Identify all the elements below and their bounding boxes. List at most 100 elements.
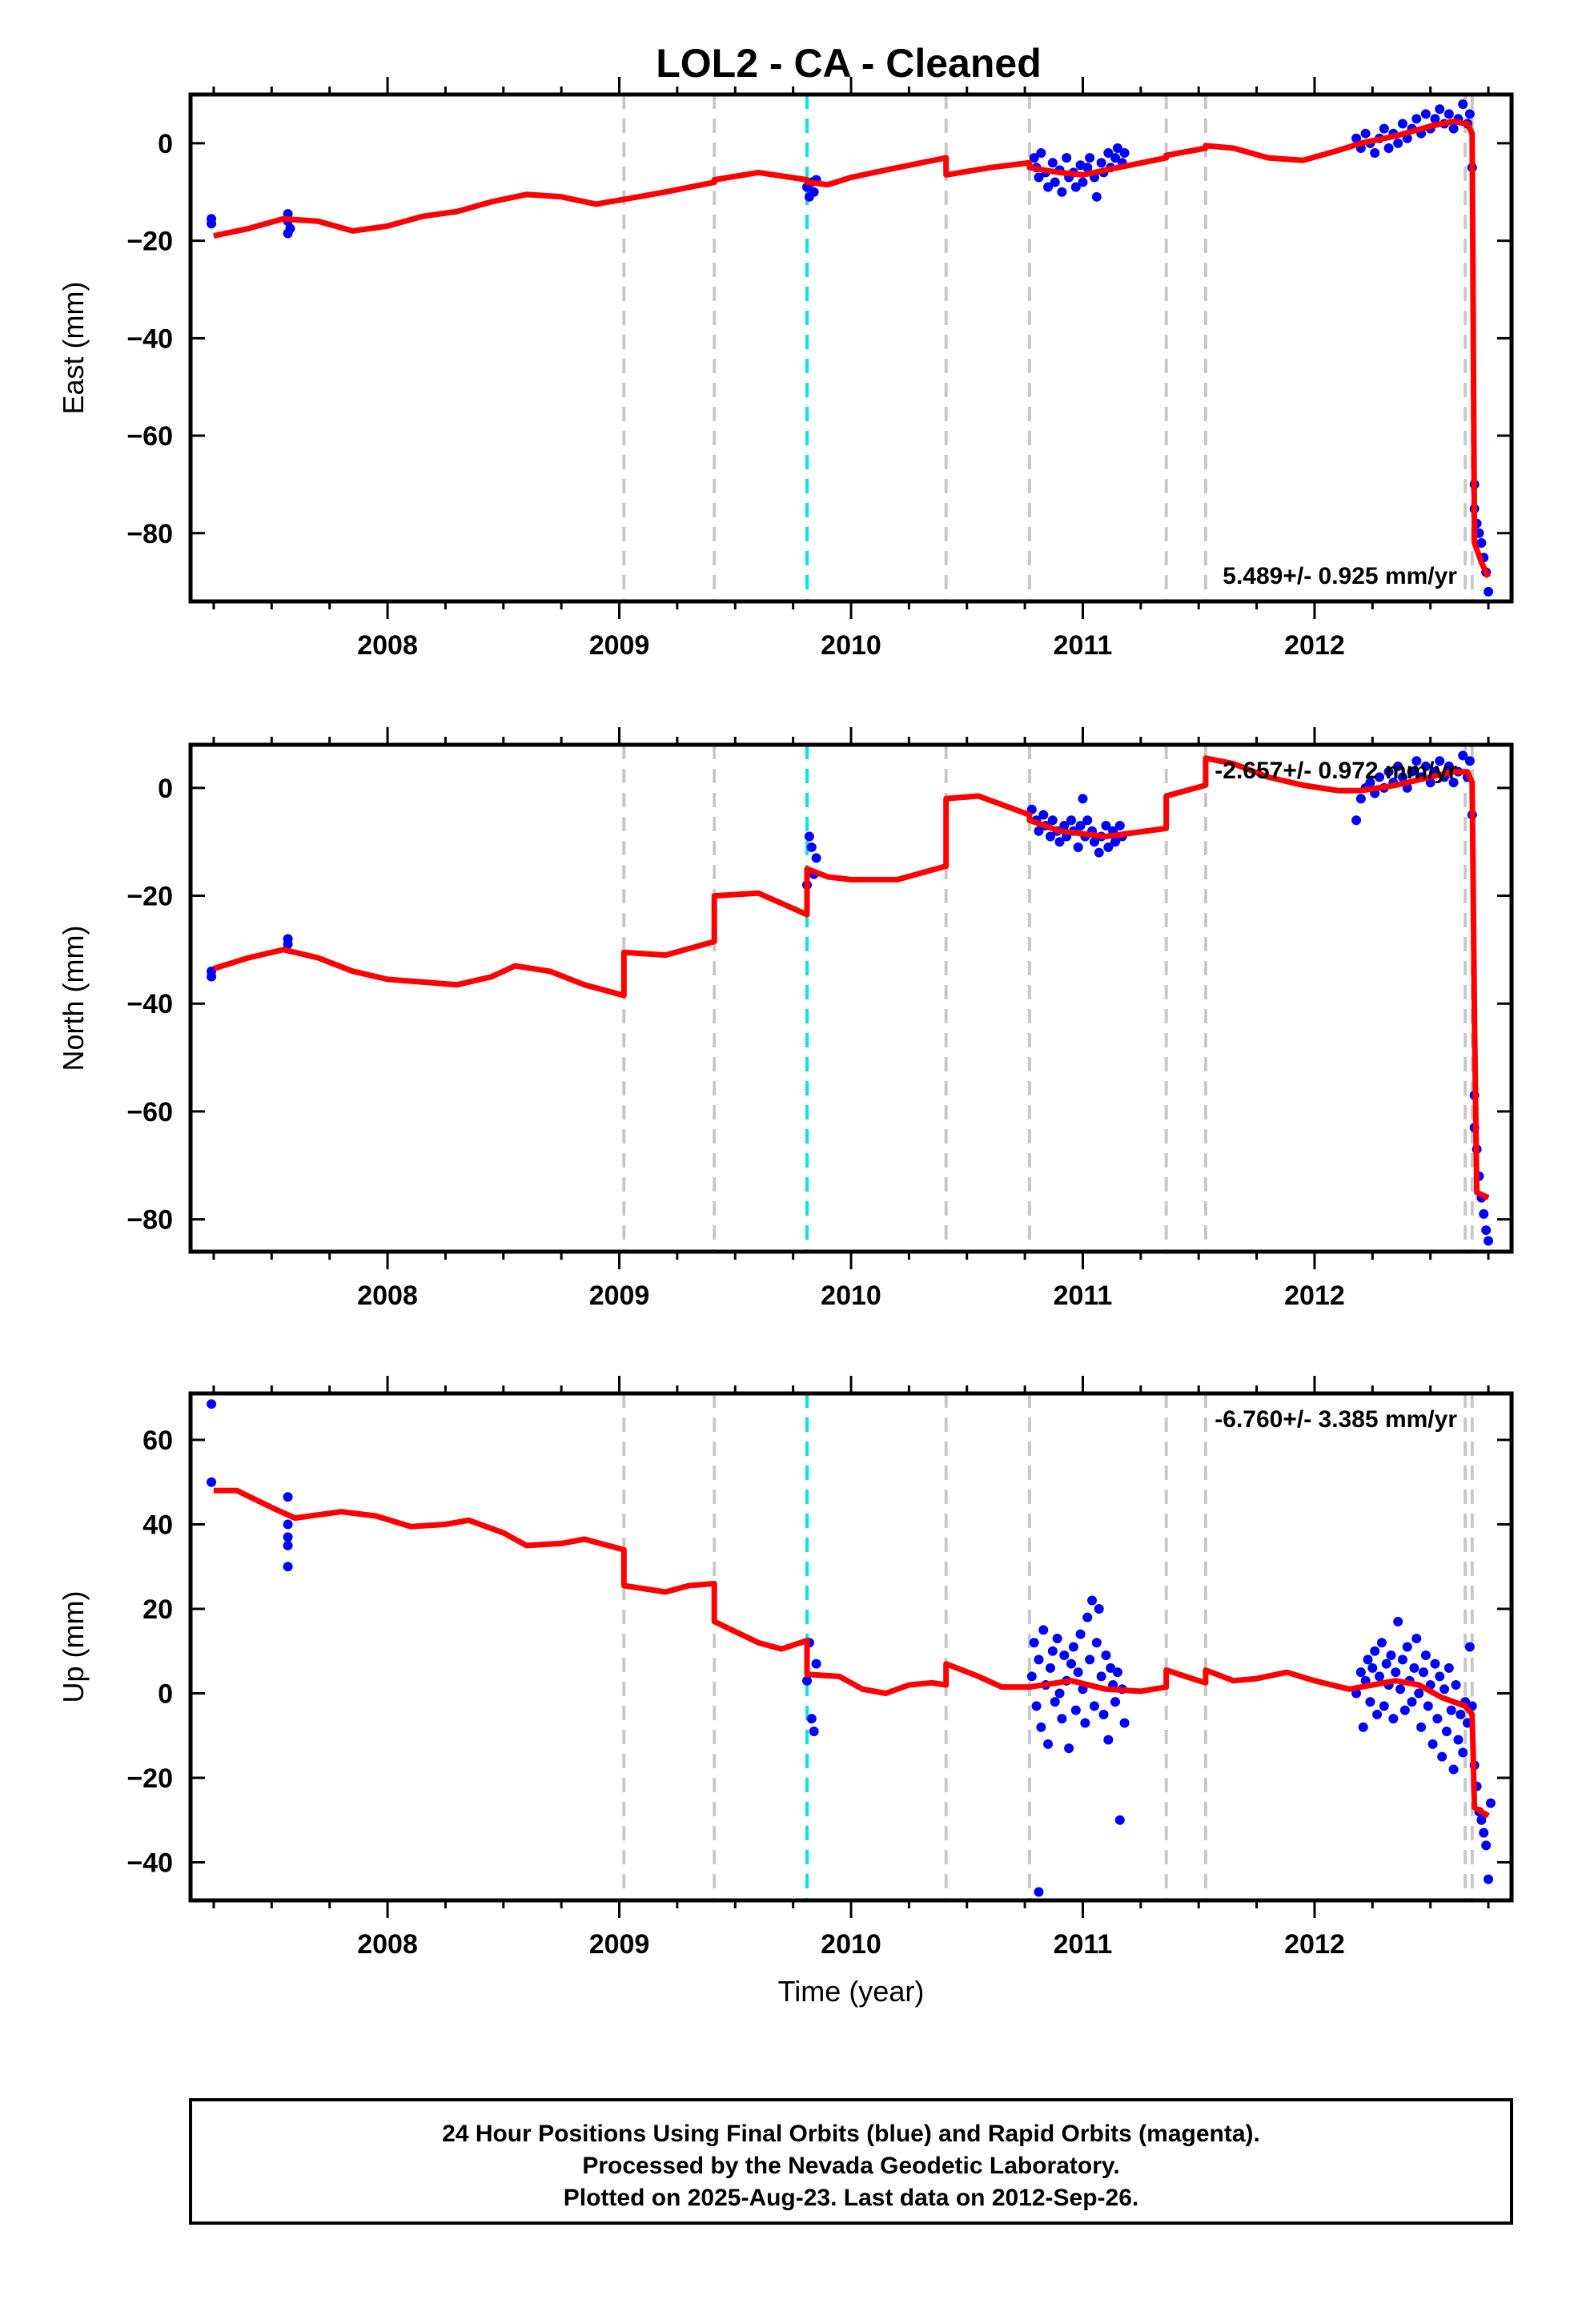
- east-data-point: [1383, 143, 1394, 153]
- east-data-point: [1070, 182, 1081, 192]
- up-data-point: [1064, 1743, 1074, 1754]
- up-data-point: [207, 1399, 217, 1409]
- up-data-point: [1096, 1671, 1106, 1682]
- up-data-point: [1082, 1612, 1093, 1622]
- east-x-tick-label: 2009: [589, 630, 650, 661]
- east-y-tick-label: −80: [126, 519, 173, 549]
- up-data-point: [1432, 1714, 1443, 1724]
- north-data-point: [1407, 766, 1417, 777]
- east-data-point: [1078, 177, 1088, 187]
- north-x-tick-label: 2009: [589, 1281, 650, 1311]
- up-data-point: [283, 1492, 293, 1502]
- north-data-point: [1448, 778, 1459, 788]
- up-data-point: [1439, 1684, 1450, 1695]
- up-data-point: [1365, 1697, 1375, 1707]
- north-data-point: [1383, 766, 1394, 777]
- up-data-point: [1414, 1688, 1424, 1699]
- up-data-point: [1399, 1705, 1410, 1715]
- east-data-point: [1119, 148, 1130, 159]
- east-data-point: [1420, 109, 1431, 119]
- up-x-tick-label: 2009: [589, 1929, 650, 1960]
- up-data-point: [1411, 1633, 1422, 1643]
- north-data-point: [1375, 772, 1384, 782]
- up-data-point: [1367, 1663, 1378, 1673]
- east-data-point: [1476, 537, 1487, 548]
- up-data-point: [1435, 1671, 1445, 1682]
- north-x-tick-label: 2011: [1054, 1281, 1113, 1311]
- east-data-point: [1484, 586, 1494, 597]
- north-data-point: [806, 842, 817, 852]
- up-data-point: [1485, 1798, 1496, 1808]
- east-x-tick-label: 2010: [821, 630, 881, 661]
- east-data-point: [809, 187, 819, 197]
- north-data-point: [1481, 1225, 1492, 1236]
- up-data-point: [1029, 1638, 1039, 1648]
- north-data-point: [1458, 750, 1468, 761]
- east-data-point: [1393, 138, 1403, 148]
- up-x-axis-label: Time (year): [778, 1975, 925, 2008]
- up-data-point: [1038, 1625, 1049, 1635]
- east-data-point: [1034, 172, 1044, 183]
- up-y-tick-label: 60: [143, 1425, 173, 1456]
- up-data-point: [1388, 1714, 1399, 1724]
- north-data-point: [1420, 761, 1431, 771]
- north-data-point: [1082, 815, 1093, 826]
- up-y-tick-label: −20: [126, 1763, 173, 1794]
- north-x-tick-label: 2012: [1284, 1281, 1345, 1311]
- north-data-point: [1073, 842, 1083, 852]
- east-y-axis-label: East (mm): [57, 282, 90, 415]
- up-y-tick-label: 0: [158, 1679, 173, 1710]
- footer-line-1: 24 Hour Positions Using Final Orbits (bl…: [442, 2121, 1260, 2147]
- east-data-point: [1096, 158, 1106, 168]
- up-data-point: [1070, 1705, 1081, 1715]
- north-data-point: [1397, 772, 1407, 782]
- east-data-point: [1043, 182, 1054, 192]
- up-x-tick-label: 2008: [357, 1929, 418, 1960]
- north-data-point: [1075, 821, 1086, 831]
- east-data-point: [1411, 114, 1422, 124]
- up-data-point: [1080, 1718, 1090, 1728]
- up-data-point: [1114, 1815, 1125, 1825]
- north-panel: 0 −20 −40 −60 −80 2008 2009 2010 2011 2012 North (…: [57, 727, 1514, 1311]
- footer-line-3: Plotted on 2025-Aug-23. Last data on 201…: [564, 2185, 1139, 2211]
- up-data-point: [1110, 1697, 1120, 1707]
- east-data-point: [1103, 148, 1114, 159]
- up-data-point: [1397, 1655, 1407, 1665]
- east-data-point: [1435, 104, 1445, 115]
- up-data-point: [1446, 1705, 1456, 1715]
- up-data-point: [1047, 1646, 1058, 1656]
- up-data-point: [1045, 1663, 1055, 1673]
- up-y-tick-label: 40: [143, 1510, 173, 1541]
- up-data-point: [1050, 1697, 1060, 1707]
- east-data-point: [1050, 177, 1060, 187]
- up-model-line: [213, 1487, 1490, 1819]
- north-x-tick-label: 2010: [821, 1281, 881, 1311]
- up-panel: 60 40 20 0 −20 −40 2008 2009 2010 2011 2012 Up (mm)…: [57, 1376, 1514, 2008]
- north-data-point: [1047, 815, 1058, 826]
- up-data-point: [811, 1659, 821, 1669]
- up-y-tick-label: −40: [126, 1848, 173, 1879]
- up-data-point: [1376, 1638, 1387, 1648]
- up-data-point: [1395, 1684, 1406, 1695]
- north-data-point: [1435, 756, 1445, 766]
- up-data-point: [1409, 1663, 1419, 1673]
- east-data-point: [1430, 114, 1440, 124]
- up-data-point: [283, 1562, 293, 1572]
- up-data-point: [1419, 1667, 1428, 1678]
- up-data-point: [1484, 1874, 1494, 1884]
- north-data-point: [1089, 837, 1099, 847]
- east-data-point: [207, 219, 217, 229]
- up-data-point: [809, 1727, 819, 1736]
- up-data-point: [1073, 1667, 1083, 1678]
- up-data-point: [1370, 1646, 1380, 1656]
- figure-title: LOL2 - CA - Cleaned: [656, 41, 1042, 86]
- up-data-point: [1355, 1667, 1366, 1678]
- up-data-point: [1386, 1651, 1396, 1661]
- up-data-point: [1453, 1735, 1464, 1745]
- east-data-point: [1397, 119, 1407, 129]
- up-data-point: [1091, 1638, 1102, 1648]
- up-data-point: [1430, 1659, 1440, 1669]
- north-y-tick-label: −80: [126, 1205, 173, 1236]
- up-data-point: [1379, 1701, 1389, 1711]
- up-data-point: [1103, 1735, 1114, 1745]
